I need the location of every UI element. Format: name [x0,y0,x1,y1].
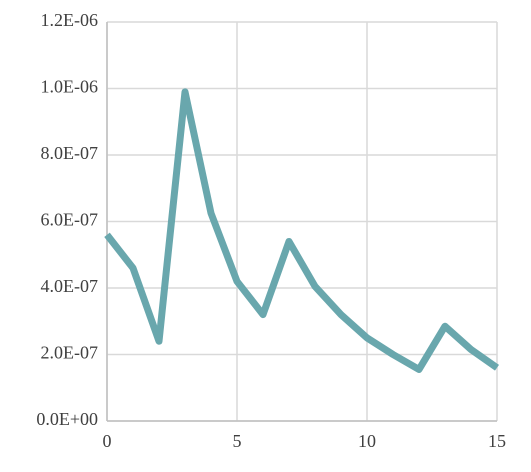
y-tick-label: 0.0E+00 [36,409,98,429]
data-line [104,88,500,373]
x-tick-label: 0 [103,431,112,451]
y-tick-label: 1.0E-06 [41,77,99,97]
y-tick-label: 8.0E-07 [41,143,99,163]
x-tick-label: 5 [233,431,242,451]
y-tick-label: 4.0E-07 [41,276,99,296]
y-tick-label: 6.0E-07 [41,210,99,230]
x-tick-label: 15 [488,431,506,451]
x-tick-label: 10 [358,431,376,451]
y-tick-label: 1.2E-06 [41,10,99,30]
y-tick-label: 2.0E-07 [41,343,99,363]
